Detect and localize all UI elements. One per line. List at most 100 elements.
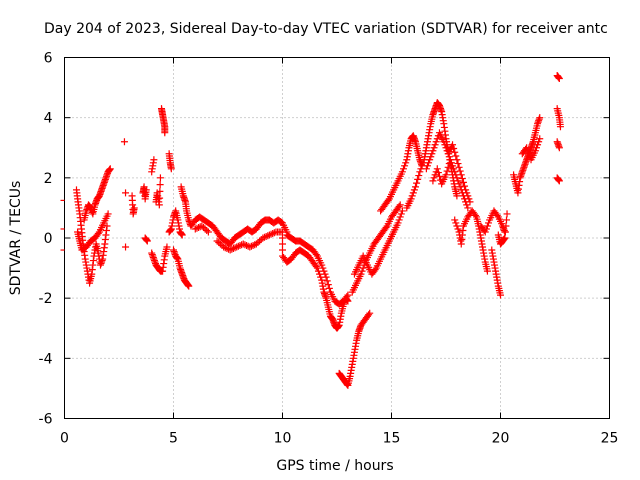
data-point bbox=[556, 123, 564, 131]
data-point bbox=[485, 219, 493, 227]
data-point bbox=[247, 242, 255, 250]
data-point bbox=[409, 189, 417, 197]
data-point bbox=[456, 183, 464, 191]
data-point bbox=[453, 174, 461, 182]
data-point bbox=[279, 240, 286, 248]
data-point bbox=[482, 225, 490, 233]
data-point bbox=[523, 144, 531, 152]
data-point bbox=[143, 237, 151, 245]
data-point bbox=[429, 147, 437, 155]
data-point bbox=[120, 138, 128, 146]
data-point bbox=[397, 210, 405, 218]
data-point bbox=[394, 219, 402, 227]
y-tick-label: -6 bbox=[39, 412, 53, 428]
x-tick-label: 10 bbox=[274, 431, 292, 447]
data-point bbox=[365, 311, 373, 319]
data-point bbox=[256, 237, 264, 245]
data-point bbox=[431, 141, 439, 149]
data-point bbox=[259, 234, 267, 242]
y-tick-label: 0 bbox=[44, 231, 53, 247]
data-point bbox=[459, 178, 467, 186]
data-point bbox=[150, 156, 158, 164]
data-point bbox=[234, 242, 242, 250]
data-point bbox=[241, 241, 249, 249]
y-tick-label: 4 bbox=[44, 111, 53, 127]
data-point bbox=[410, 186, 418, 194]
data-point bbox=[413, 179, 421, 187]
data-point bbox=[312, 263, 320, 271]
data-point bbox=[366, 309, 374, 317]
data-point bbox=[156, 174, 164, 182]
data-point bbox=[411, 183, 419, 191]
data-point bbox=[312, 251, 320, 259]
data-point bbox=[236, 242, 244, 250]
data-point bbox=[167, 165, 175, 173]
data-point bbox=[264, 232, 272, 240]
data-point bbox=[481, 228, 489, 236]
data-point bbox=[193, 224, 201, 232]
y-tick-label: -2 bbox=[39, 291, 53, 307]
data-point bbox=[555, 177, 563, 185]
data-point bbox=[471, 211, 479, 219]
data-point bbox=[267, 230, 275, 238]
data-point bbox=[402, 159, 410, 167]
data-point bbox=[325, 284, 333, 292]
y-tick-label: -4 bbox=[39, 351, 53, 367]
data-point bbox=[430, 174, 438, 182]
data-point bbox=[433, 165, 441, 173]
x-axis-label: GPS time / hours bbox=[276, 458, 393, 474]
data-point bbox=[104, 210, 112, 218]
data-point bbox=[452, 219, 460, 227]
data-point bbox=[432, 138, 440, 146]
data-point bbox=[441, 141, 449, 149]
data-point bbox=[320, 267, 328, 275]
data-point bbox=[456, 167, 464, 175]
data-point bbox=[461, 182, 469, 190]
y-axis: -6 -4 -2 0 2 4 6 bbox=[39, 51, 610, 428]
x-tick-label: 5 bbox=[169, 431, 178, 447]
data-point bbox=[156, 194, 164, 202]
data-point bbox=[399, 165, 407, 173]
data-point bbox=[231, 244, 239, 252]
data-point bbox=[452, 152, 460, 160]
data-point bbox=[451, 216, 459, 224]
data-point bbox=[261, 233, 269, 241]
data-point bbox=[396, 201, 404, 209]
data-point bbox=[398, 168, 406, 176]
data-point bbox=[269, 229, 277, 237]
data-point bbox=[220, 243, 228, 251]
data-point bbox=[239, 240, 247, 248]
data-point bbox=[555, 144, 563, 152]
data-point bbox=[199, 223, 207, 231]
data-point bbox=[204, 228, 212, 236]
data-point bbox=[395, 202, 403, 210]
data-point bbox=[461, 195, 469, 203]
data-point bbox=[430, 144, 438, 152]
data-point bbox=[156, 181, 164, 189]
data-point bbox=[428, 150, 436, 158]
data-point bbox=[449, 162, 457, 170]
data-point bbox=[122, 189, 130, 197]
data-point bbox=[454, 225, 462, 233]
data-point bbox=[233, 243, 241, 251]
x-tick-label: 0 bbox=[60, 431, 69, 447]
data-point bbox=[321, 270, 329, 278]
data-point bbox=[531, 147, 539, 155]
data-point bbox=[415, 172, 423, 180]
data-point bbox=[196, 223, 204, 231]
data-point bbox=[265, 231, 273, 239]
data-point bbox=[106, 165, 114, 173]
data-point bbox=[371, 266, 379, 274]
data-point bbox=[532, 144, 540, 152]
data-point bbox=[279, 228, 286, 236]
data-point bbox=[203, 226, 211, 234]
data-point bbox=[502, 216, 510, 224]
data-point bbox=[453, 192, 461, 200]
data-point bbox=[103, 222, 111, 230]
data-point bbox=[254, 239, 262, 247]
data-point bbox=[454, 177, 462, 185]
data-point bbox=[395, 216, 403, 224]
data-point bbox=[161, 129, 169, 137]
data-point bbox=[243, 242, 251, 250]
data-point bbox=[451, 148, 459, 156]
